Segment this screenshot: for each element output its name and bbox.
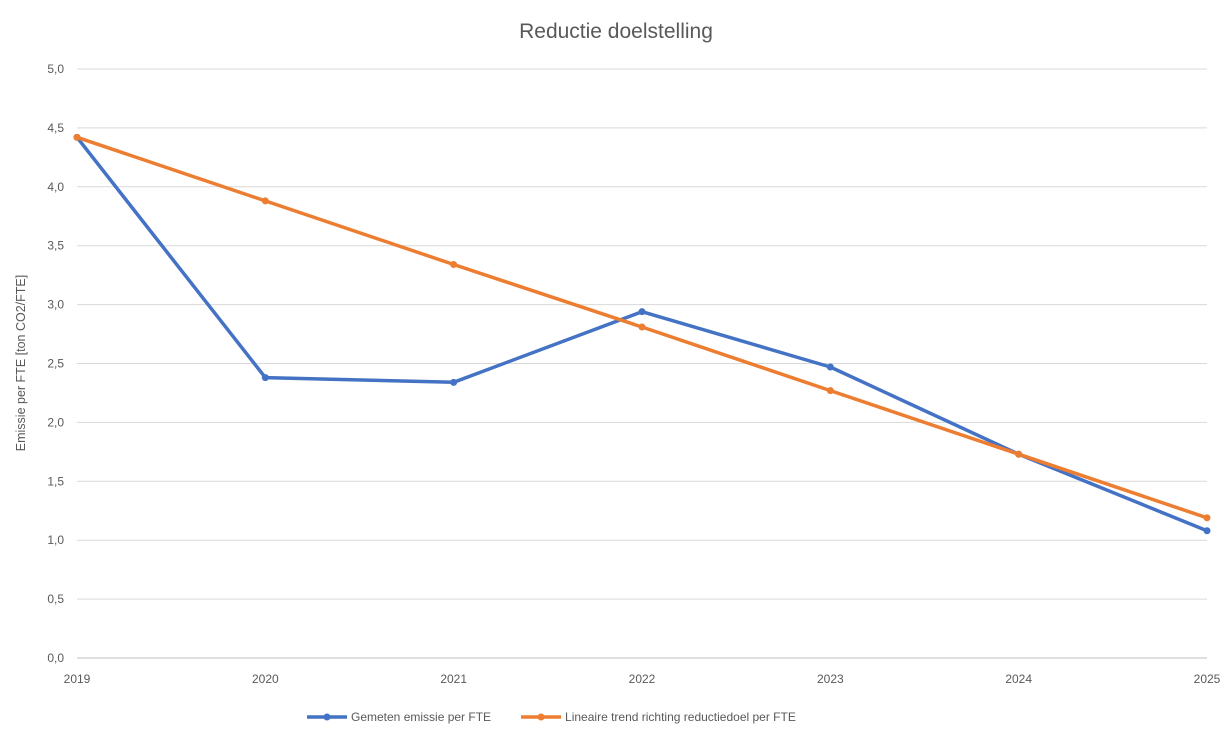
data-point (638, 308, 646, 316)
y-axis-ticks: 0,0 0,5 1,0 1,5 2,0 2,5 3,0 3,5 4,0 4,5 5,0 (47, 62, 64, 665)
data-point (826, 387, 834, 395)
legend-marker (323, 713, 331, 721)
data-point (261, 374, 269, 382)
x-tick-label: 2023 (817, 672, 844, 686)
y-tick-label: 1,0 (47, 533, 64, 547)
legend-item-1: Gemeten emissie per FTE (307, 710, 491, 724)
y-tick-label: 0,5 (47, 592, 64, 606)
gridlines (77, 68, 1207, 659)
legend-label: Gemeten emissie per FTE (351, 710, 491, 724)
y-tick-label: 2,0 (47, 415, 64, 429)
data-point (826, 363, 834, 371)
legend-marker (537, 713, 545, 721)
y-tick-label: 3,5 (47, 239, 64, 253)
data-point (261, 197, 269, 205)
data-point (1203, 514, 1211, 522)
x-axis-ticks: 2019 2020 2021 2022 2023 2024 2025 (64, 672, 1221, 686)
y-tick-label: 2,5 (47, 357, 64, 371)
legend-label: Lineaire trend richting reductiedoel per… (565, 710, 796, 724)
y-tick-label: 4,5 (47, 121, 64, 135)
data-point (450, 261, 458, 269)
chart-title: Reductie doelstelling (519, 20, 713, 43)
x-tick-label: 2020 (252, 672, 279, 686)
y-axis-label: Emissie per FTE [ton CO2/FTE] (14, 275, 28, 451)
legend-item-2: Lineaire trend richting reductiedoel per… (521, 710, 796, 724)
data-point (73, 133, 81, 141)
x-tick-label: 2019 (64, 672, 91, 686)
legend: Gemeten emissie per FTE Lineaire trend ri… (307, 710, 796, 724)
data-point (450, 378, 458, 386)
x-tick-label: 2025 (1194, 672, 1221, 686)
series-2 (73, 133, 1211, 522)
y-tick-label: 4,0 (47, 180, 64, 194)
x-tick-label: 2021 (440, 672, 467, 686)
x-tick-label: 2022 (629, 672, 656, 686)
y-tick-label: 1,5 (47, 474, 64, 488)
y-tick-label: 3,0 (47, 298, 64, 312)
data-point (638, 323, 646, 331)
data-point (1203, 527, 1211, 535)
data-point (1015, 450, 1023, 458)
series-lines (73, 133, 1211, 535)
y-tick-label: 5,0 (47, 62, 64, 76)
x-tick-label: 2024 (1005, 672, 1032, 686)
y-tick-label: 0,0 (47, 651, 64, 665)
